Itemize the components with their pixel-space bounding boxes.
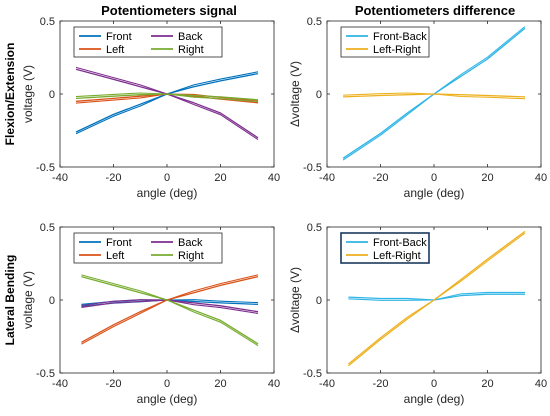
chart-panel-1: -40 -20 0 20 40 -0.5 0 0.5 angle (deg) voltage (V… [21, 16, 280, 200]
x-tick-label: -40 [52, 172, 68, 184]
x-tick-label: 40 [268, 378, 280, 390]
y-tick-label: 0.5 [40, 222, 55, 234]
x-tick-label: 40 [535, 172, 547, 184]
x-tick-label: 20 [481, 378, 493, 390]
x-tick-label: 40 [268, 172, 280, 184]
legend-label-back: Back [178, 31, 203, 43]
x-axis-label: angle (deg) [137, 392, 198, 406]
col-title-signal: Potentiometers signal [101, 3, 237, 18]
y-tick-label: -0.5 [303, 162, 322, 174]
chart-panel-2: -40 -20 0 20 40 -0.5 0 0.5 angle (deg) Δvoltage (… [288, 16, 547, 200]
y-tick-label: 0 [316, 89, 322, 101]
series-line-return-right [81, 274, 259, 347]
legend-box [340, 232, 430, 264]
y-tick-label: -0.5 [36, 162, 55, 174]
x-tick-label: -20 [373, 172, 389, 184]
y-tick-label: 0.5 [307, 16, 322, 28]
series-line-return-right [75, 92, 259, 103]
x-tick-label: 20 [214, 172, 226, 184]
legend-label-right: Right [178, 250, 204, 262]
legend-box [340, 26, 430, 58]
row-label-flexion: Flexion/Extension [3, 43, 17, 146]
y-axis-label: voltage (V) [21, 65, 35, 123]
x-tick-label: 20 [214, 378, 226, 390]
y-tick-label: 0 [49, 295, 55, 307]
legend: Front Back Left Right [73, 232, 223, 264]
row-label-lateral: Lateral Bending [3, 255, 17, 346]
y-axis-label: Δvoltage (V) [288, 61, 302, 127]
chart-panel-3: -40 -20 0 20 40 -0.5 0 0.5 angle (deg) voltage (V… [21, 222, 280, 406]
chart-panel-4: -40 -20 0 20 40 -0.5 0 0.5 angle (deg) Δvoltage (… [288, 222, 547, 406]
x-tick-label: 0 [431, 172, 437, 184]
legend-box [73, 232, 223, 264]
legend-label-left-right: Left-Right [373, 250, 421, 262]
y-tick-label: 0.5 [307, 222, 322, 234]
x-axis-label: angle (deg) [404, 392, 465, 406]
legend-label-front: Front [106, 237, 132, 249]
y-axis-label: voltage (V) [21, 271, 35, 329]
x-tick-label: -40 [319, 172, 335, 184]
x-tick-label: 0 [431, 378, 437, 390]
x-tick-label: -20 [106, 172, 122, 184]
x-tick-label: 0 [164, 378, 170, 390]
y-tick-label: 0 [316, 295, 322, 307]
x-tick-label: -40 [52, 378, 68, 390]
y-tick-label: -0.5 [303, 368, 322, 380]
legend-label-left: Left [106, 250, 124, 262]
x-tick-label: 40 [535, 378, 547, 390]
legend-label-front: Front [106, 31, 132, 43]
x-tick-label: -20 [106, 378, 122, 390]
legend-label-left-right: Left-Right [373, 44, 421, 56]
y-tick-label: 0.5 [40, 16, 55, 28]
legend: Front Back Left Right [73, 26, 223, 58]
legend-box [73, 26, 223, 58]
y-axis-label: Δvoltage (V) [288, 267, 302, 333]
x-axis-label: angle (deg) [404, 186, 465, 200]
x-tick-label: 0 [164, 172, 170, 184]
legend-label-right: Right [178, 44, 204, 56]
col-title-difference: Potentiometers difference [355, 3, 515, 18]
series-line-return-left-right [343, 92, 526, 100]
series-line-return-left-right [348, 232, 526, 365]
x-tick-label: 20 [481, 172, 493, 184]
legend-label-front-back: Front-Back [373, 237, 427, 249]
y-tick-label: -0.5 [36, 368, 55, 380]
legend-label-back: Back [178, 237, 203, 249]
y-tick-label: 0 [49, 89, 55, 101]
x-tick-label: -20 [373, 378, 389, 390]
x-axis-label: angle (deg) [137, 186, 198, 200]
legend-label-left: Left [106, 44, 124, 56]
x-tick-label: -40 [319, 378, 335, 390]
legend-label-front-back: Front-Back [373, 31, 427, 43]
